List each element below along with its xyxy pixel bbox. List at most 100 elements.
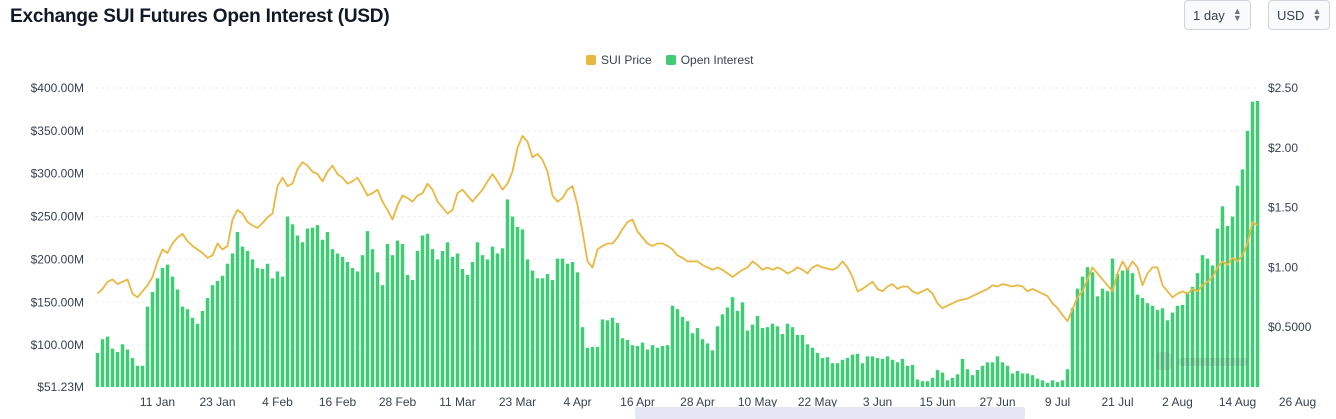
oi-bar (475, 242, 480, 387)
currency-select[interactable]: USD ▲ ▼ (1268, 0, 1330, 30)
oi-bar (1110, 258, 1115, 387)
oi-bar (910, 364, 915, 387)
oi-bar (520, 229, 525, 387)
x-tick-label: 4 Feb (262, 395, 293, 409)
oi-bar (1255, 100, 1260, 388)
oi-bar (1215, 228, 1220, 387)
oi-bar (1085, 267, 1090, 387)
y-left-tick-label: $150.00M (31, 295, 84, 309)
oi-bar (230, 253, 235, 387)
oi-bar (635, 346, 640, 387)
oi-bar (745, 330, 750, 387)
oi-bar (390, 255, 395, 387)
oi-bar (1055, 382, 1060, 387)
oi-bar (740, 302, 745, 387)
oi-bar (505, 199, 510, 387)
oi-bar (1030, 375, 1035, 387)
oi-bar (690, 333, 695, 387)
oi-bar (685, 321, 690, 387)
oi-bar (405, 274, 410, 387)
oi-bar (1225, 226, 1230, 387)
oi-bar (1090, 272, 1095, 387)
oi-bar (990, 362, 995, 387)
oi-bar (555, 258, 560, 387)
x-tick-label: 10 May (738, 395, 777, 409)
oi-bar (585, 347, 590, 387)
oi-bar (1035, 378, 1040, 387)
oi-bar (385, 244, 390, 387)
oi-bar (1230, 216, 1235, 387)
oi-bar (100, 339, 105, 387)
oi-bar (935, 370, 940, 387)
oi-bar (945, 380, 950, 387)
oi-bar (575, 272, 580, 387)
y-right-tick-label: $1.00 (1268, 260, 1298, 274)
oi-bar (490, 246, 495, 387)
oi-bar (620, 338, 625, 387)
oi-bar (345, 262, 350, 387)
page-title: Exchange SUI Futures Open Interest (USD) (10, 6, 390, 27)
oi-bar (190, 317, 195, 387)
oi-bar (170, 276, 175, 387)
oi-bar (420, 235, 425, 387)
oi-bar (320, 239, 325, 387)
oi-bar (595, 346, 600, 387)
oi-bar (1195, 273, 1200, 387)
oi-bar (1170, 312, 1175, 387)
oi-bar (305, 228, 310, 387)
oi-bar (1235, 185, 1240, 387)
legend-swatch-price (586, 55, 596, 65)
oi-bar (1005, 365, 1010, 387)
oi-bar (290, 224, 295, 387)
y-left-tick-label: $51.23M (37, 380, 84, 394)
x-tick-label: 16 Apr (620, 395, 655, 409)
oi-bar (530, 270, 535, 387)
oi-bar (1150, 305, 1155, 387)
oi-bar (645, 349, 650, 387)
oi-bar (865, 356, 870, 387)
oi-bar (1140, 298, 1145, 387)
oi-bar (445, 242, 450, 387)
oi-bar (225, 263, 230, 387)
oi-bar (540, 278, 545, 387)
oi-bar (925, 381, 930, 387)
y-right-tick-label: $0.5000 (1268, 320, 1312, 334)
legend-item-oi[interactable]: Open Interest (665, 53, 753, 67)
oi-bar (525, 259, 530, 387)
oi-bar (915, 379, 920, 387)
oi-bar (985, 362, 990, 387)
oi-bar (960, 358, 965, 387)
x-tick-label: 11 Jan (140, 395, 175, 409)
oi-bar (335, 253, 340, 387)
oi-bar (130, 358, 135, 387)
oi-bar (275, 271, 280, 387)
interval-select[interactable]: 1 day ▲ ▼ (1184, 0, 1251, 30)
oi-bar (1200, 255, 1205, 387)
oi-bar (1160, 308, 1165, 387)
coinglass-logo-icon (1156, 352, 1248, 370)
oi-bar (545, 274, 550, 387)
oi-bar (835, 363, 840, 387)
oi-bar (1135, 294, 1140, 387)
oi-bar (975, 370, 980, 387)
oi-bar (1060, 380, 1065, 387)
oi-bar (795, 334, 800, 387)
oi-bar (920, 381, 925, 387)
oi-bar (480, 255, 485, 387)
price-line (96, 134, 1259, 323)
legend-item-price[interactable]: SUI Price (586, 53, 652, 67)
oi-bar (605, 320, 610, 387)
x-tick-label: 21 Jul (1101, 395, 1133, 409)
oi-bar (270, 278, 275, 387)
oi-bar (815, 352, 820, 387)
oi-bar (1185, 292, 1190, 387)
oi-bar (150, 292, 155, 387)
chart-zoom-slider[interactable] (635, 407, 1025, 419)
up-down-chevron-icon: ▲ ▼ (1232, 6, 1242, 23)
oi-bar (940, 372, 945, 387)
oi-bar (820, 358, 825, 387)
oi-bar (500, 248, 505, 387)
oi-bar (755, 316, 760, 387)
oi-bar (1165, 320, 1170, 387)
oi-bar (1120, 270, 1125, 387)
